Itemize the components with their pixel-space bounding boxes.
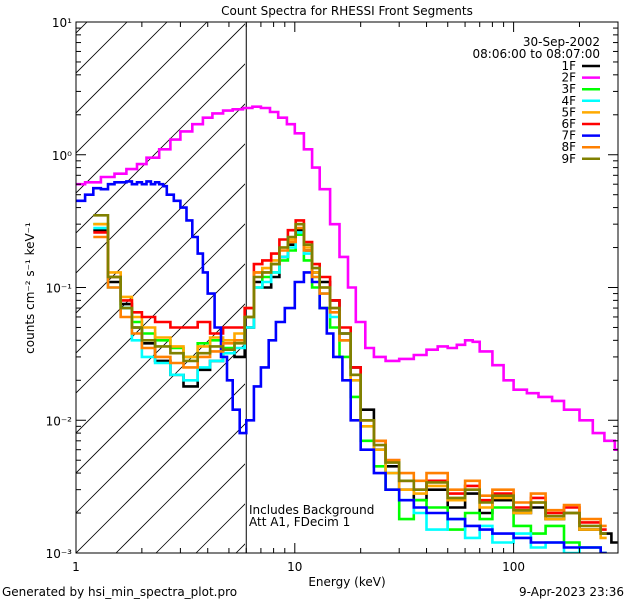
excluded-energy-hatch — [76, 22, 245, 553]
legend-label: 7F — [561, 129, 576, 143]
chart-title: Count Spectra for RHESSI Front Segments — [221, 4, 473, 18]
axis-ticks: 1 10 100 10⁻³ 10⁻² 10⁻¹ 10⁰ 10¹ — [46, 16, 619, 574]
series-9f — [93, 214, 607, 535]
legend-label: 6F — [561, 117, 576, 131]
hatch-line — [76, 383, 245, 553]
legend-label: 4F — [561, 94, 576, 108]
y-axis-label: counts cm⁻² s⁻¹ keV⁻¹ — [23, 222, 37, 354]
background-note: Includes Background — [249, 503, 374, 517]
hatch-line — [76, 22, 128, 74]
hatch-line — [115, 423, 245, 553]
y-tick-label: 10⁻¹ — [46, 282, 73, 296]
generator-credit: Generated by hsi_min_spectra_plot.pro — [2, 585, 237, 599]
series-layer — [76, 105, 618, 553]
attenuator-note: Att A1, FDecim 1 — [249, 515, 350, 529]
hatch-line — [76, 343, 245, 514]
y-tick-label: 10⁰ — [52, 149, 72, 163]
y-tick-label: 10⁻³ — [46, 547, 73, 561]
series-7f — [76, 180, 607, 553]
x-tick-label: 100 — [502, 560, 525, 574]
x-tick-label: 1 — [72, 560, 80, 574]
legend-label: 9F — [561, 152, 576, 166]
date-label: 30-Sep-2002 — [523, 35, 600, 49]
time-range-label: 08:06:00 to 08:07:00 — [473, 47, 600, 61]
series-2f — [76, 105, 618, 451]
legend-label: 8F — [561, 140, 576, 154]
legend-label: 1F — [561, 59, 576, 73]
hatch-line — [76, 303, 245, 474]
hatch-line — [76, 22, 208, 154]
generation-timestamp: 9-Apr-2023 23:36 — [519, 585, 624, 599]
y-tick-label: 10¹ — [52, 16, 72, 30]
hatch-line — [76, 143, 245, 314]
x-axis-label: Energy (keV) — [308, 575, 385, 589]
hatch-line — [76, 183, 245, 354]
legend-label: 2F — [561, 71, 576, 85]
hatch-line — [76, 103, 245, 274]
y-tick-label: 10⁻² — [46, 414, 73, 428]
legend-label: 3F — [561, 82, 576, 96]
hatch-line — [76, 223, 245, 394]
hatch-line — [76, 22, 168, 114]
x-tick-label: 10 — [287, 560, 302, 574]
legend-label: 5F — [561, 105, 576, 119]
hatch-line — [76, 23, 245, 194]
